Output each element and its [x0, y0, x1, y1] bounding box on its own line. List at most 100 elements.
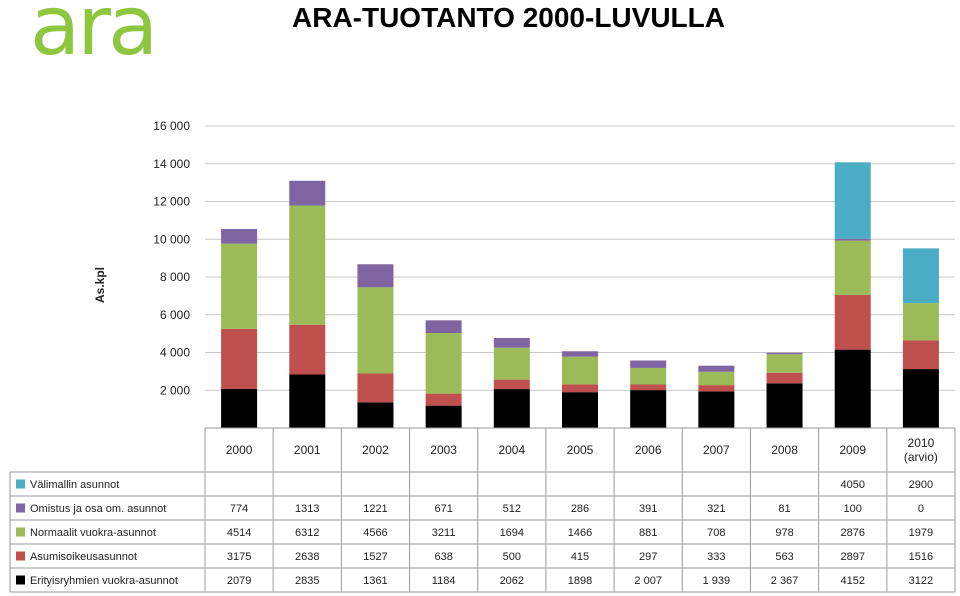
- bar-segment: [766, 383, 803, 428]
- data-label: 1 939: [703, 575, 731, 587]
- data-label: 1221: [363, 503, 387, 515]
- bar-segment: [562, 356, 598, 385]
- y-axis-label: As.kpl: [93, 267, 107, 303]
- data-label: 708: [707, 527, 725, 539]
- data-label: 297: [639, 551, 657, 563]
- x-tick-label: 2003: [430, 443, 457, 457]
- y-tick-label: 12 000: [153, 195, 190, 209]
- bar-segment: [902, 248, 939, 304]
- data-label: 1979: [909, 527, 933, 539]
- bar-segment: [630, 390, 667, 428]
- x-tick-label: 2005: [567, 443, 594, 457]
- bar-segment: [834, 240, 871, 295]
- data-label: 1313: [295, 503, 319, 515]
- data-label: 415: [571, 551, 589, 563]
- legend-label: Asumisoikeusasunnot: [30, 551, 137, 563]
- bar-segment: [493, 389, 530, 428]
- legend-label: Omistus ja osa om. asunnot: [30, 503, 166, 515]
- data-label: 2638: [295, 551, 319, 563]
- bar-segment: [630, 360, 667, 368]
- page-title: ARA-TUOTANTO 2000-LUVULLA: [292, 2, 725, 33]
- y-tick-label: 6 000: [160, 308, 190, 322]
- bar-segment: [425, 333, 462, 394]
- legend-swatch: [16, 575, 25, 585]
- bar-segment: [698, 371, 735, 386]
- bar-segment: [902, 303, 939, 341]
- data-label: 1898: [568, 575, 592, 587]
- data-label: 1184: [432, 575, 456, 587]
- data-label: 2897: [840, 551, 864, 563]
- bar-segment: [289, 180, 326, 206]
- data-label: 321: [707, 503, 725, 515]
- y-tick-label: 16 000: [153, 119, 190, 133]
- x-tick-label: 2000: [226, 443, 253, 457]
- data-label: 2835: [295, 575, 319, 587]
- bar-segment: [834, 162, 871, 239]
- bar-segment: [221, 243, 258, 329]
- bar-segment: [562, 351, 598, 357]
- data-label: 4514: [227, 527, 251, 539]
- data-label: 3175: [227, 551, 251, 563]
- data-label: 2 367: [771, 575, 799, 587]
- bar-segment: [425, 393, 462, 406]
- data-label: 2 007: [634, 575, 662, 587]
- data-label: 81: [778, 503, 790, 515]
- x-tick-label: 2008: [771, 443, 798, 457]
- data-label: 4566: [363, 527, 387, 539]
- bar-segment: [221, 328, 258, 389]
- bar-segment: [766, 352, 803, 355]
- x-tick-label: 2002: [362, 443, 389, 457]
- bar-segment: [357, 402, 394, 428]
- data-label: 2900: [909, 479, 933, 491]
- data-label: 4050: [840, 479, 864, 491]
- data-label: 286: [571, 503, 589, 515]
- data-label: 1527: [363, 551, 387, 563]
- bar-segment: [289, 324, 326, 375]
- legend-swatch: [16, 503, 25, 513]
- bar-segment: [221, 388, 258, 428]
- bar-segment: [766, 372, 803, 384]
- ara-logo: ara: [30, 0, 158, 74]
- legend-swatch: [16, 551, 25, 561]
- bar-segment: [425, 320, 462, 334]
- data-label: 100: [844, 503, 862, 515]
- data-label: 4152: [840, 575, 864, 587]
- bar-segment: [902, 369, 939, 428]
- bar-segment: [493, 379, 530, 390]
- bar-segment: [425, 405, 462, 428]
- legend-swatch: [16, 527, 25, 537]
- y-tick-label: 14 000: [153, 157, 190, 171]
- data-label: 774: [230, 503, 248, 515]
- data-label: 671: [434, 503, 452, 515]
- data-label: 1694: [500, 527, 524, 539]
- bar-segment: [289, 205, 326, 325]
- data-label: 6312: [295, 527, 319, 539]
- bar-segment: [289, 374, 326, 428]
- bar-segment: [834, 238, 871, 241]
- data-label: 3211: [432, 527, 456, 539]
- bar-segment: [698, 385, 735, 392]
- y-tick-label: 2 000: [160, 383, 190, 397]
- data-label: 978: [775, 527, 793, 539]
- data-label: 1361: [363, 575, 387, 587]
- data-label: 333: [707, 551, 725, 563]
- bar-segment: [221, 229, 258, 244]
- data-label: 2079: [227, 575, 251, 587]
- data-label: 0: [918, 503, 924, 515]
- legend-swatch: [16, 479, 25, 489]
- y-tick-label: 4 000: [160, 346, 190, 360]
- data-label: 638: [434, 551, 452, 563]
- data-label: 563: [775, 551, 793, 563]
- bar-segment: [766, 354, 803, 373]
- bar-segment: [902, 340, 939, 370]
- x-tick-label: (arvio): [904, 450, 938, 464]
- bar-segment: [493, 347, 530, 380]
- data-label: 1516: [909, 551, 933, 563]
- data-label: 881: [639, 527, 657, 539]
- bar-segment: [562, 392, 598, 428]
- x-tick-label: 2010: [908, 436, 935, 450]
- bar-segment: [834, 349, 871, 428]
- data-label: 391: [639, 503, 657, 515]
- bar-segment: [357, 373, 394, 403]
